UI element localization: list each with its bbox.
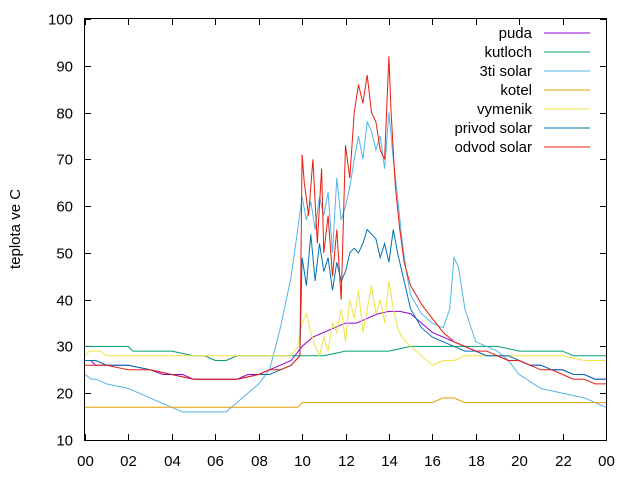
series-lines <box>84 56 607 413</box>
series-line-odvod-solar <box>85 56 606 385</box>
legend-label: kotel <box>500 82 532 99</box>
series-line-puda <box>85 310 606 380</box>
x-tick-label: 04 <box>164 453 181 470</box>
x-tick-label: 12 <box>338 453 355 470</box>
y-tick-label: 70 <box>56 152 73 169</box>
series-line-privod-solar <box>85 228 606 380</box>
x-tick-label: 22 <box>555 453 572 470</box>
y-tick-label: 100 <box>48 12 73 29</box>
legend-label: vymenik <box>477 101 533 118</box>
x-tick-label: 20 <box>511 453 528 470</box>
x-tick-label: 18 <box>468 453 485 470</box>
x-tick-label: 00 <box>77 453 94 470</box>
legend-label: privod solar <box>454 120 532 137</box>
y-tick-label: 90 <box>56 59 73 76</box>
y-tick-label: 40 <box>56 293 73 310</box>
y-tick-label: 30 <box>56 339 73 356</box>
legend-label: kutloch <box>484 44 532 61</box>
x-tick-label: 00 <box>598 453 615 470</box>
series-line-kutloch <box>85 345 606 361</box>
legend: puda kutloch 3ti solar kotel vymenik privod s… <box>454 25 590 156</box>
y-tick-label: 10 <box>56 433 73 450</box>
x-axis-ticks: 00 02 04 06 08 10 12 14 16 18 20 22 00 <box>77 19 615 470</box>
x-tick-label: 08 <box>251 453 268 470</box>
x-tick-label: 10 <box>294 453 311 470</box>
series-line-3ti-solar <box>84 112 607 413</box>
y-axis-label: teplota ve C <box>7 189 24 269</box>
y-axis-ticks: 10 20 30 40 50 60 70 80 90 100 <box>48 12 606 450</box>
plot-frame <box>84 18 607 441</box>
series-line-vymenik <box>84 280 606 366</box>
series-line-kotel <box>85 397 606 408</box>
x-tick-label: 06 <box>207 453 224 470</box>
legend-label: 3ti solar <box>479 63 532 80</box>
x-tick-label: 16 <box>424 453 441 470</box>
x-tick-label: 14 <box>381 453 398 470</box>
x-tick-label: 02 <box>120 453 137 470</box>
legend-label: puda <box>499 25 533 42</box>
y-tick-label: 50 <box>56 246 73 263</box>
y-tick-label: 80 <box>56 106 73 123</box>
y-tick-label: 60 <box>56 199 73 216</box>
y-tick-label: 20 <box>56 386 73 403</box>
legend-label: odvod solar <box>454 139 532 156</box>
